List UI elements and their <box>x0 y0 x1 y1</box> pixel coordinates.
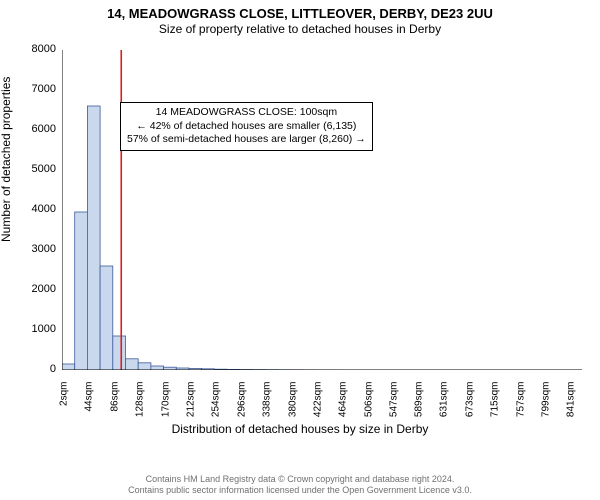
page-subtitle: Size of property relative to detached ho… <box>0 22 600 37</box>
x-tick-label: 841sqm <box>566 382 577 422</box>
x-tick-label: 757sqm <box>515 382 526 422</box>
page-title: 14, MEADOWGRASS CLOSE, LITTLEOVER, DERBY… <box>0 6 600 22</box>
x-tick-label: 86sqm <box>109 382 120 422</box>
y-tick-label: 4000 <box>16 203 56 215</box>
x-tick-label: 44sqm <box>84 382 95 422</box>
x-tick-label: 673sqm <box>464 382 475 422</box>
x-tick-label: 254sqm <box>211 382 222 422</box>
x-tick-label: 128sqm <box>135 382 146 422</box>
x-tick-label: 631sqm <box>439 382 450 422</box>
attribution-footer: Contains HM Land Registry data © Crown c… <box>0 474 600 497</box>
x-tick-label: 547sqm <box>388 382 399 422</box>
x-tick-label: 212sqm <box>185 382 196 422</box>
x-tick-label: 422sqm <box>312 382 323 422</box>
info-line-1: 14 MEADOWGRASS CLOSE: 100sqm <box>127 106 366 120</box>
chart-container: Number of detached properties 0 1000 2000 3… <box>0 44 600 440</box>
x-tick-label: 799sqm <box>540 382 551 422</box>
x-tick-label: 464sqm <box>338 382 349 422</box>
y-axis-label: Number of detached properties <box>0 77 13 242</box>
footer-line-1: Contains HM Land Registry data © Crown c… <box>0 474 600 485</box>
x-tick-row: 2sqm 44sqm 86sqm 128sqm 170sqm 212sqm 254sqm 29… <box>62 374 582 422</box>
x-tick-label: 338sqm <box>262 382 273 422</box>
y-tick-label: 1000 <box>16 323 56 335</box>
y-tick-label: 5000 <box>16 163 56 175</box>
plot-area <box>62 50 582 370</box>
y-tick-label: 7000 <box>16 83 56 95</box>
x-tick-label: 380sqm <box>287 382 298 422</box>
y-tick-label: 3000 <box>16 243 56 255</box>
info-line-2: ← 42% of detached houses are smaller (6,… <box>127 120 366 134</box>
y-tick-label: 8000 <box>16 43 56 55</box>
highlight-info-box: 14 MEADOWGRASS CLOSE: 100sqm ← 42% of de… <box>120 102 373 151</box>
x-tick-label: 506sqm <box>363 382 374 422</box>
y-tick-label: 0 <box>16 363 56 375</box>
y-tick-label: 2000 <box>16 283 56 295</box>
y-tick-label: 6000 <box>16 123 56 135</box>
footer-line-2: Contains public sector information licen… <box>0 485 600 496</box>
x-axis-label: Distribution of detached houses by size … <box>0 422 600 436</box>
x-tick-label: 2sqm <box>59 382 70 422</box>
x-tick-label: 715sqm <box>490 382 501 422</box>
x-tick-label: 589sqm <box>413 382 424 422</box>
info-line-3: 57% of semi-detached houses are larger (… <box>127 133 366 147</box>
x-tick-label: 170sqm <box>160 382 171 422</box>
x-tick-label: 296sqm <box>236 382 247 422</box>
